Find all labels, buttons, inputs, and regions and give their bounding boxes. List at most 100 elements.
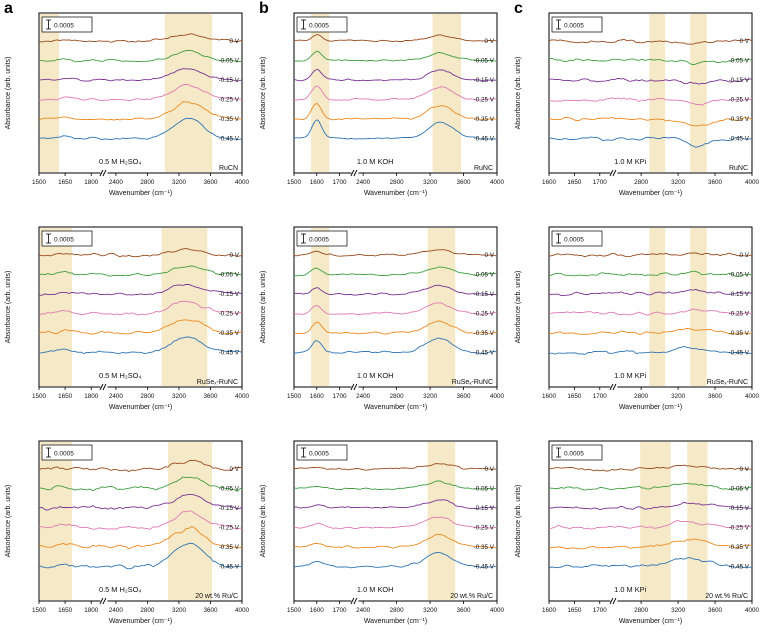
- x-tick-label: 3200: [671, 179, 686, 186]
- catalyst-label: RuNC: [474, 165, 493, 172]
- scale-bar-label: 0.0005: [309, 23, 329, 30]
- catalyst-label: RuNC: [729, 165, 748, 172]
- scale-bar-label: 0.0005: [54, 237, 74, 244]
- highlight-band: [167, 442, 212, 600]
- x-tick-label: 3200: [423, 179, 438, 186]
- spectrum-curve--0.25V: [38, 83, 242, 102]
- x-tick-label: 1650: [567, 393, 582, 400]
- x-tick-label: 1650: [567, 179, 582, 186]
- spectrum-curve--0.45V: [38, 542, 243, 570]
- highlight-band: [690, 228, 707, 386]
- spectra-plot-c2: 1600 1650 1700 2800 3200 3600 4000 0.0005 0 V -0.…: [515, 226, 759, 411]
- catalyst-label: RuSeₓ-RuNC: [452, 379, 493, 386]
- plot-frame: [548, 12, 753, 174]
- y-axis-title: Absorbance (arb. units): [515, 485, 522, 558]
- x-axis-title: Wavenumber (cm⁻¹): [619, 404, 682, 411]
- scale-bar-box: [41, 230, 93, 247]
- highlight-band: [39, 228, 73, 386]
- panel-letter-b: b: [259, 0, 269, 17]
- spectrum-curve--0.15V: [293, 69, 497, 82]
- spectra-plot-c1: 1600 1650 1700 2800 3200 3600 4000 0.0005 0 V -0.…: [515, 12, 760, 197]
- x-axis-title: Wavenumber (cm⁻¹): [109, 618, 172, 625]
- voltage-label: -0.35 V: [474, 116, 495, 123]
- x-tick-label: 2400: [356, 607, 371, 614]
- voltage-label: -0.05 V: [219, 486, 240, 493]
- spectrum-curve-0V: [549, 464, 753, 472]
- x-tick-label: 4000: [745, 179, 760, 186]
- x-tick-label: 1600: [542, 179, 557, 186]
- spectrum-curve--0.45V: [38, 117, 243, 141]
- highlight-band: [311, 228, 330, 386]
- voltage-label: -0.45 V: [729, 350, 750, 357]
- voltage-label: -0.35 V: [219, 544, 240, 551]
- spectrum-curve--0.05V: [548, 57, 753, 65]
- plot-frame: [293, 440, 498, 602]
- spectrum-curve-0V: [39, 248, 243, 258]
- spectra-plot-a1: 1500 1650 1800 2400 2800 3200 3600 4000 0.0005 0 …: [5, 12, 249, 197]
- voltage-label: -0.15 V: [219, 505, 240, 512]
- spectrum-curve--0.35V: [294, 533, 498, 549]
- x-tick-label: 3600: [457, 607, 472, 614]
- x-axis-title: Wavenumber (cm⁻¹): [109, 404, 172, 411]
- catalyst-label: RuSeₓ-RuNC: [707, 379, 748, 386]
- voltage-label: -0.15 V: [474, 291, 495, 298]
- x-tick-label: 2800: [634, 607, 649, 614]
- spectrum-curve--0.45V: [294, 337, 498, 355]
- voltage-label: -0.05 V: [474, 272, 495, 279]
- scale-bar-icon: [46, 447, 51, 458]
- scale-bar-box: [296, 444, 348, 461]
- scale-bar-box: [41, 16, 93, 33]
- x-tick-label: 3600: [708, 607, 723, 614]
- scale-bar-label: 0.0005: [564, 23, 584, 30]
- x-tick-label: 1600: [542, 393, 557, 400]
- x-tick-label: 1600: [310, 179, 325, 186]
- voltage-label: -0.45 V: [474, 564, 495, 571]
- spectra-panel-a1: a 1500 1650 1800 2400 2800 3200 3600 4000 0.0005 0…: [1, 0, 256, 214]
- scale-bar-icon: [301, 447, 306, 458]
- voltage-label: -0.35 V: [729, 116, 750, 123]
- electrolyte-label: 1.0 M KPi: [614, 371, 646, 380]
- spectrum-curve-0V: [293, 463, 498, 471]
- x-axis-title: Wavenumber (cm⁻¹): [619, 190, 682, 197]
- spectrum-curve--0.35V: [294, 320, 498, 335]
- voltage-label: -0.05 V: [474, 58, 495, 65]
- voltage-label: -0.05 V: [219, 272, 240, 279]
- x-tick-label: 2400: [356, 179, 371, 186]
- spectrum-curve--0.25V: [549, 520, 753, 530]
- spectra-panel-b1: b 1500 1600 1700 2400 2800 3200 3600 4000 0.0005 0…: [256, 0, 511, 214]
- y-axis-title: Absorbance (arb. units): [260, 271, 267, 344]
- voltage-label: -0.35 V: [474, 544, 495, 551]
- plot-frame: [293, 226, 498, 388]
- spectrum-curve-0V: [293, 249, 498, 257]
- spectrum-curve--0.25V: [294, 302, 498, 316]
- voltage-label: -0.35 V: [474, 330, 495, 337]
- voltage-label: 0 V: [740, 466, 750, 473]
- voltage-label: -0.05 V: [729, 486, 750, 493]
- spectrum-curve--0.05V: [39, 476, 243, 492]
- x-axis-title: Wavenumber (cm⁻¹): [364, 618, 427, 625]
- spectrum-curve-0V: [548, 38, 753, 45]
- y-axis-title: Absorbance (arb. units): [515, 271, 522, 344]
- voltage-label: 0 V: [485, 466, 495, 473]
- voltage-label: -0.15 V: [219, 77, 240, 84]
- catalyst-label: 20 wt.% Ru/C: [195, 593, 238, 600]
- spectrum-curve--0.35V: [38, 319, 243, 335]
- voltage-label: -0.45 V: [474, 136, 495, 143]
- electrolyte-label: 0.5 M H₂SO₄: [99, 371, 141, 380]
- catalyst-label: RuCN: [219, 165, 238, 172]
- highlight-band: [649, 14, 666, 172]
- panel-letter-c: c: [514, 0, 523, 17]
- x-tick-label: 1700: [332, 179, 347, 186]
- catalyst-label: 20 wt.% Ru/C: [450, 593, 493, 600]
- scale-bar-box: [41, 444, 93, 461]
- x-tick-label: 1500: [32, 179, 47, 186]
- x-tick-label: 1500: [287, 179, 302, 186]
- axis-break-icon: [99, 597, 107, 605]
- spectrum-curve--0.35V: [38, 526, 243, 550]
- spectra-plot-c3: 1600 1650 1700 2800 3200 3600 4000 0.0005 0 V -0.…: [515, 440, 759, 625]
- x-tick-label: 1650: [58, 393, 73, 400]
- scale-bar-icon: [46, 19, 51, 30]
- spectra-panel-c3: 1600 1650 1700 2800 3200 3600 4000 0.0005 0 V -0.…: [511, 428, 766, 642]
- electrolyte-label: 1.0 M KOH: [357, 157, 394, 166]
- voltage-label: -0.35 V: [729, 330, 750, 337]
